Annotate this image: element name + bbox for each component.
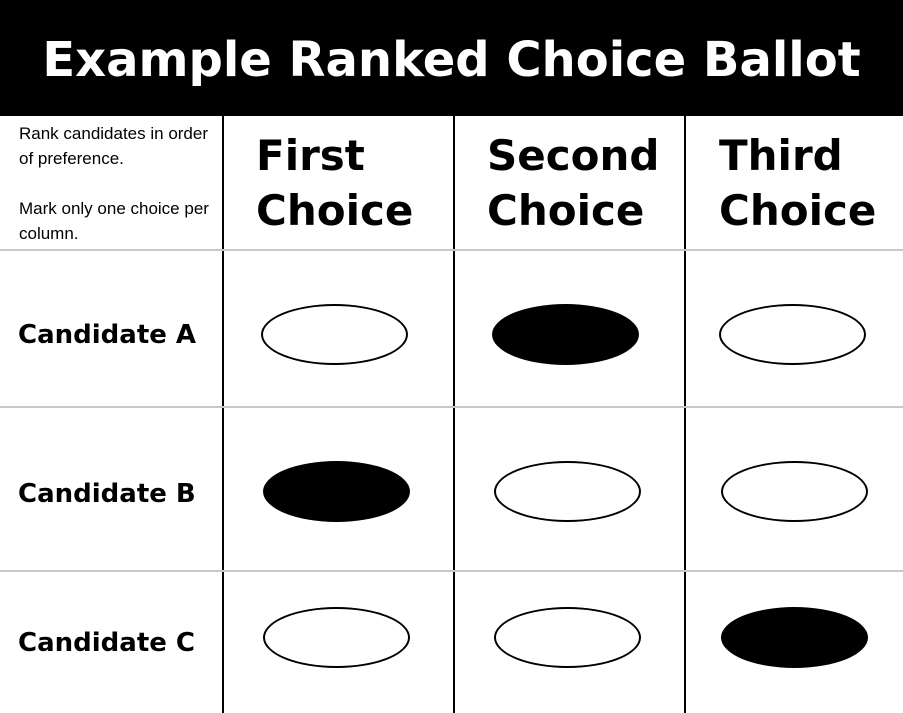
column-header-third-choice-word: Choice bbox=[719, 186, 877, 235]
column-header-first-word: First bbox=[256, 131, 365, 180]
bubble-candidate-a-second-choice[interactable] bbox=[492, 304, 639, 365]
column-header-first-choice: First Choice bbox=[256, 128, 413, 238]
ballot-title: Example Ranked Choice Ballot bbox=[42, 32, 861, 88]
column-header-second-word: Second bbox=[487, 131, 660, 180]
column-header-second-choice: Second Choice bbox=[487, 128, 659, 238]
bubble-candidate-a-third-choice[interactable] bbox=[719, 304, 866, 365]
column-header-second-choice-word: Choice bbox=[487, 186, 645, 235]
bubble-candidate-b-second-choice[interactable] bbox=[494, 461, 641, 522]
grid-divider-horizontal bbox=[0, 570, 903, 572]
grid-divider-vertical bbox=[222, 116, 224, 713]
candidate-a-label: Candidate A bbox=[18, 320, 197, 350]
ballot-header: Example Ranked Choice Ballot bbox=[0, 0, 903, 116]
bubble-candidate-c-third-choice[interactable] bbox=[721, 607, 868, 668]
column-header-first-choice-word: Choice bbox=[256, 186, 414, 235]
grid-divider-horizontal bbox=[0, 406, 903, 408]
grid-divider-vertical bbox=[684, 116, 686, 713]
bubble-candidate-b-third-choice[interactable] bbox=[721, 461, 868, 522]
column-header-third-choice: Third Choice bbox=[719, 128, 876, 238]
ballot-instructions: Rank candidates in order of preference. … bbox=[19, 121, 219, 246]
grid-divider-vertical bbox=[453, 116, 455, 713]
bubble-candidate-c-second-choice[interactable] bbox=[494, 607, 641, 668]
instruction-rank: Rank candidates in order of preference. bbox=[19, 124, 209, 168]
instruction-one-per-column: Mark only one choice per column. bbox=[19, 199, 209, 243]
bubble-candidate-b-first-choice[interactable] bbox=[263, 461, 410, 522]
bubble-candidate-c-first-choice[interactable] bbox=[263, 607, 410, 668]
candidate-b-label: Candidate B bbox=[18, 479, 196, 509]
bubble-candidate-a-first-choice[interactable] bbox=[261, 304, 408, 365]
grid-divider-horizontal bbox=[0, 249, 903, 251]
column-header-third-word: Third bbox=[719, 131, 843, 180]
candidate-c-label: Candidate C bbox=[18, 628, 196, 658]
